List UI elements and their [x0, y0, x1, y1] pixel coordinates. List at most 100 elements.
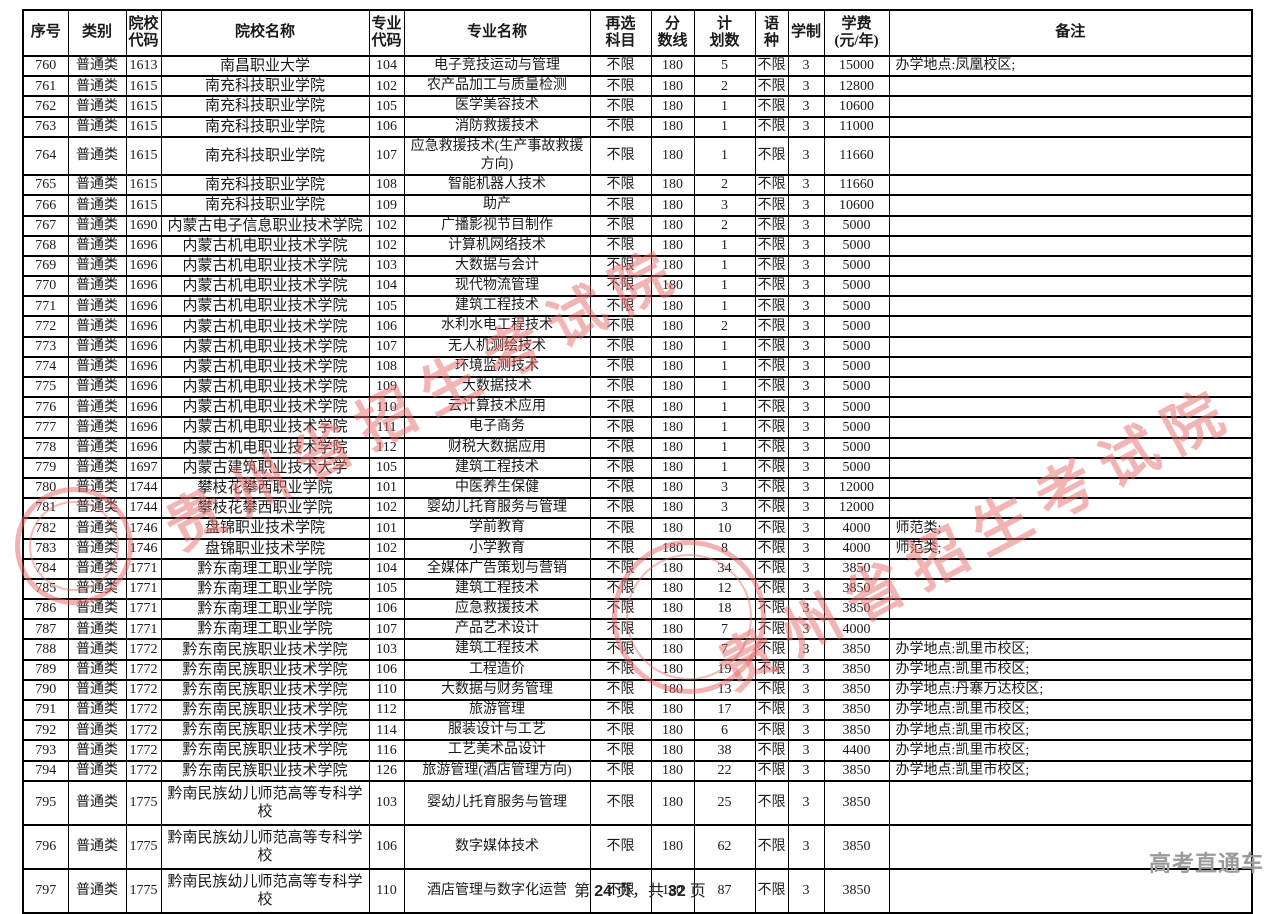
cell-remark: 办学地点:凯里市校区;: [888, 658, 1253, 681]
cell-school_name: 黔东南理工职业学院: [160, 598, 370, 621]
cell-major_name: 服装设计与工艺: [403, 719, 591, 742]
cell-score_line: 180: [650, 476, 695, 500]
cell-score_line: 180: [650, 598, 695, 621]
cell-category: 普通类: [67, 577, 127, 601]
cell-duration: 3: [787, 295, 825, 318]
cell-major_code: 102: [368, 234, 405, 257]
cell-category: 普通类: [67, 275, 127, 298]
cell-plan_count: 1: [693, 275, 756, 298]
cell-major_name: 产品艺术设计: [403, 618, 591, 641]
cell-school_code: 1746: [125, 537, 162, 560]
cell-school_name: 黔东南理工职业学院: [160, 618, 370, 641]
cell-category: 普通类: [67, 375, 127, 399]
cell-school_name: 南充科技职业学院: [160, 95, 370, 118]
cell-duration: 3: [787, 275, 825, 298]
cell-duration: 3: [787, 115, 825, 138]
cell-school_name: 内蒙古机电职业技术学院: [160, 295, 370, 318]
table-row: 774 普通类 1696 内蒙古机电职业技术学院 108 环境监测技术 不限 180 1 不限 3 5…: [22, 355, 1253, 379]
cell-duration: 3: [787, 658, 825, 681]
cell-major_code: 103: [368, 779, 405, 826]
cell-major_name: 智能机器人技术: [403, 174, 591, 197]
cell-seq: 785: [22, 577, 69, 601]
cell-remark: 办学地点:凯里市校区;: [888, 739, 1253, 762]
cell-seq: 776: [22, 396, 69, 419]
cell-school_code: 1772: [125, 678, 162, 702]
cell-major_code: 105: [368, 95, 405, 118]
cell-category: 普通类: [67, 618, 127, 641]
cell-category: 普通类: [67, 759, 127, 782]
cell-school_name: 攀枝花攀西职业学院: [160, 497, 370, 520]
cell-school_name: 黔东南理工职业学院: [160, 577, 370, 601]
cell-major_code: 104: [368, 557, 405, 580]
header-cell-tuition: 学费 (元/年): [823, 9, 890, 57]
cell-major_code: 101: [368, 476, 405, 500]
cell-school_name: 内蒙古机电职业技术学院: [160, 396, 370, 419]
table-row: 764 普通类 1615 南充科技职业学院 107 应急救援技术(生产事故救援方向) 不限 1…: [22, 135, 1253, 177]
cell-seq: 778: [22, 436, 69, 459]
cell-major_code: 105: [368, 577, 405, 601]
cell-seq: 794: [22, 759, 69, 782]
cell-seq: 772: [22, 315, 69, 338]
cell-score_line: 180: [650, 135, 695, 177]
cell-language: 不限: [754, 618, 789, 641]
header-cell-category: 类别: [67, 9, 127, 57]
cell-remark: 办学地点:凯里市校区;: [888, 759, 1253, 782]
cell-seq: 788: [22, 638, 69, 661]
cell-remark: [888, 396, 1253, 419]
cell-major_name: 建筑工程技术: [403, 295, 591, 318]
cell-subject_requirement: 不限: [589, 234, 652, 257]
cell-school_code: 1696: [125, 315, 162, 338]
table-row: 773 普通类 1696 内蒙古机电职业技术学院 107 无人机测绘技术 不限 180 1 不限 3…: [22, 335, 1253, 358]
cell-subject_requirement: 不限: [589, 517, 652, 540]
cell-major_code: 105: [368, 295, 405, 318]
cell-tuition: 5000: [823, 335, 890, 358]
cell-tuition: 4000: [823, 517, 890, 540]
header-cell-major_code: 专业 代码: [368, 9, 405, 57]
cell-school_name: 内蒙古机电职业技术学院: [160, 275, 370, 298]
cell-category: 普通类: [67, 823, 127, 870]
cell-school_code: 1696: [125, 234, 162, 257]
cell-major_code: 105: [368, 456, 405, 479]
cell-tuition: 3850: [823, 658, 890, 681]
cell-category: 普通类: [67, 698, 127, 722]
cell-plan_count: 5: [693, 54, 756, 78]
cell-duration: 3: [787, 355, 825, 379]
cell-school_code: 1615: [125, 75, 162, 98]
cell-major_code: 111: [368, 416, 405, 439]
cell-remark: [888, 456, 1253, 479]
cell-tuition: 5000: [823, 295, 890, 318]
cell-major_code: 110: [368, 396, 405, 419]
cell-tuition: 5000: [823, 456, 890, 479]
cell-plan_count: 3: [693, 476, 756, 500]
header-cell-duration: 学制: [787, 9, 825, 57]
cell-subject_requirement: 不限: [589, 537, 652, 560]
cell-school_code: 1744: [125, 497, 162, 520]
cell-remark: [888, 194, 1253, 217]
cell-tuition: 3850: [823, 823, 890, 870]
cell-category: 普通类: [67, 517, 127, 540]
cell-school_name: 盘锦职业技术学院: [160, 517, 370, 540]
admissions-table: 序号 类别 院校 代码 院校名称 专业 代码 专业名称 再选 科目分 数线计 划数 语种 学制学…: [22, 9, 1253, 914]
cell-category: 普通类: [67, 739, 127, 762]
cell-language: 不限: [754, 719, 789, 742]
cell-plan_count: 1: [693, 355, 756, 379]
cell-duration: 3: [787, 598, 825, 621]
cell-seq: 770: [22, 275, 69, 298]
cell-school_code: 1775: [125, 779, 162, 826]
cell-language: 不限: [754, 194, 789, 217]
cell-plan_count: 13: [693, 678, 756, 702]
cell-language: 不限: [754, 234, 789, 257]
cell-plan_count: 22: [693, 759, 756, 782]
table-row: 779 普通类 1697 内蒙古建筑职业技术大学 105 建筑工程技术 不限 180 1 不限 3 5…: [22, 456, 1253, 479]
cell-score_line: 180: [650, 396, 695, 419]
cell-school_name: 盘锦职业技术学院: [160, 537, 370, 560]
cell-seq: 780: [22, 476, 69, 500]
cell-duration: 3: [787, 537, 825, 560]
table-row: 782 普通类 1746 盘锦职业技术学院 101 学前教育 不限 180 10 不限 3 4000 师…: [22, 517, 1253, 540]
cell-category: 普通类: [67, 234, 127, 257]
cell-category: 普通类: [67, 719, 127, 742]
cell-category: 普通类: [67, 214, 127, 237]
cell-major_code: 107: [368, 618, 405, 641]
cell-category: 普通类: [67, 537, 127, 560]
cell-score_line: 180: [650, 638, 695, 661]
